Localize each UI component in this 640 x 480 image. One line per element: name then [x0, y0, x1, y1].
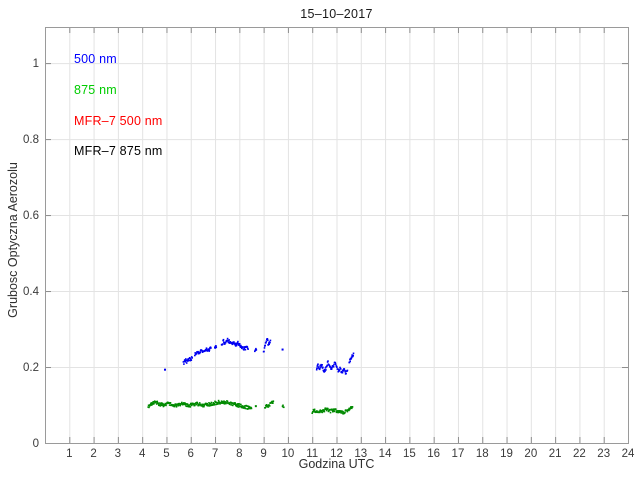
svg-text:9: 9: [260, 448, 266, 460]
svg-text:21: 21: [549, 448, 562, 460]
svg-text:22: 22: [573, 448, 586, 460]
svg-text:15: 15: [403, 448, 416, 460]
svg-text:0.6: 0.6: [23, 210, 39, 222]
svg-text:0.4: 0.4: [23, 286, 40, 298]
svg-text:23: 23: [597, 448, 610, 460]
svg-text:20: 20: [524, 448, 537, 460]
svg-text:1: 1: [33, 58, 39, 70]
legend-item-500nm: 500 nm: [74, 52, 117, 66]
plot-grid: [45, 27, 628, 443]
svg-text:12: 12: [330, 448, 343, 460]
legend-item-875nm: 875 nm: [74, 83, 117, 97]
svg-text:1: 1: [66, 448, 72, 460]
series-500-nm-points: [164, 337, 355, 375]
svg-text:10: 10: [282, 448, 295, 460]
svg-text:0: 0: [33, 438, 39, 450]
x-axis-label: Godzina UTC: [298, 457, 375, 471]
svg-text:11: 11: [306, 448, 318, 460]
svg-text:24: 24: [622, 448, 635, 460]
svg-text:14: 14: [379, 448, 392, 460]
svg-text:17: 17: [452, 448, 465, 460]
svg-text:0.8: 0.8: [23, 134, 39, 146]
svg-text:18: 18: [476, 448, 489, 460]
series-875-nm-points: [147, 399, 354, 415]
y-axis-label: Grubosc Optyczna Aerozolu: [6, 162, 20, 318]
svg-text:8: 8: [236, 448, 242, 460]
svg-text:19: 19: [500, 448, 513, 460]
svg-text:0.2: 0.2: [23, 362, 39, 374]
plot-frame: [45, 27, 629, 444]
svg-text:3: 3: [115, 448, 121, 460]
y-tick-labels: 0 0.2 0.4 0.6 0.8 1: [23, 58, 40, 450]
plot-title: 15–10–2017: [300, 7, 373, 21]
x-tick-labels: 1 2 3 4 5 6 7 8 9 10 11 12 13 14 15 16 17 18 19 20 21 22 23 24: [66, 448, 635, 460]
svg-text:2: 2: [90, 448, 96, 460]
legend-item-mfr7-500nm: MFR–7 500 nm: [74, 114, 163, 128]
svg-text:7: 7: [212, 448, 218, 460]
svg-text:4: 4: [139, 448, 146, 460]
legend-item-mfr7-875nm: MFR–7 875 nm: [74, 144, 163, 158]
svg-text:16: 16: [427, 448, 440, 460]
svg-text:6: 6: [188, 448, 194, 460]
svg-text:5: 5: [163, 448, 169, 460]
svg-text:13: 13: [354, 448, 367, 460]
